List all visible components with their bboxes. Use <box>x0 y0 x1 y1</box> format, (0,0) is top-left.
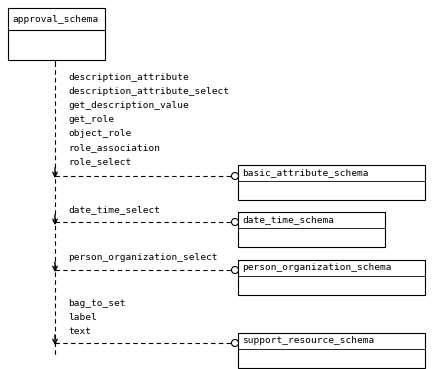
Text: basic_attribute_schema: basic_attribute_schema <box>242 168 368 177</box>
Bar <box>238 333 425 368</box>
Text: object_role: object_role <box>68 130 131 138</box>
Bar <box>238 260 425 295</box>
Text: text: text <box>68 328 91 337</box>
Text: label: label <box>68 314 97 323</box>
Text: date_time_select: date_time_select <box>68 206 160 214</box>
Text: date_time_schema: date_time_schema <box>242 215 334 224</box>
Text: description_attribute: description_attribute <box>68 73 189 83</box>
Circle shape <box>232 218 239 225</box>
Circle shape <box>232 339 239 346</box>
Text: person_organization_schema: person_organization_schema <box>242 263 391 272</box>
Text: role_association: role_association <box>68 144 160 152</box>
Bar <box>238 165 425 200</box>
Text: support_resource_schema: support_resource_schema <box>242 336 374 345</box>
Text: get_role: get_role <box>68 115 114 124</box>
Text: bag_to_set: bag_to_set <box>68 300 126 308</box>
Circle shape <box>232 266 239 273</box>
Text: approval_schema: approval_schema <box>12 15 98 24</box>
Bar <box>8 8 105 60</box>
Circle shape <box>232 172 239 179</box>
Text: person_organization_select: person_organization_select <box>68 254 217 262</box>
Text: get_description_value: get_description_value <box>68 101 189 110</box>
Text: description_attribute_select: description_attribute_select <box>68 87 229 97</box>
Text: role_select: role_select <box>68 158 131 166</box>
Bar <box>238 212 385 247</box>
